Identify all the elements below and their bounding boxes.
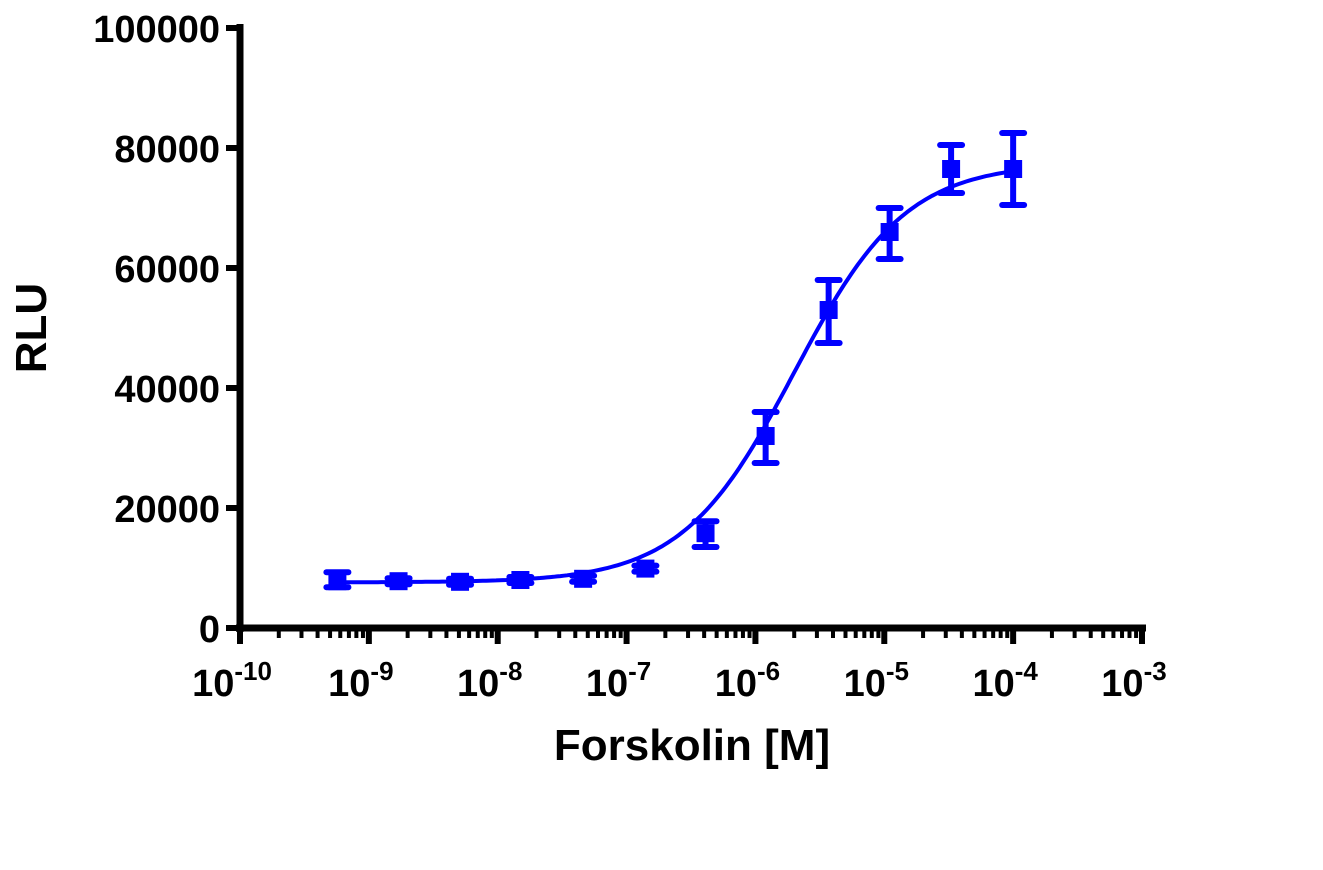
fit-curve [337, 169, 1014, 585]
axes: 0 20000 40000 60000 80000 100000 10-10 10-9 10-8… [93, 9, 1167, 705]
x-tick-label: 10-4 [972, 656, 1038, 705]
y-tick-label: 20000 [114, 489, 220, 531]
data-point [451, 572, 470, 591]
data-marks [323, 130, 1028, 591]
data-point [756, 427, 775, 445]
data-point [1004, 160, 1023, 178]
data-point [819, 301, 838, 319]
data-point [880, 223, 899, 241]
data-point [328, 572, 347, 591]
data-point [389, 572, 408, 591]
y-axis-label: RLU [7, 283, 56, 373]
data-point [511, 571, 530, 589]
y-tick-label: 0 [199, 609, 220, 651]
x-tick-label: 10-3 [1101, 656, 1166, 705]
x-tick-label: 10-10 [192, 656, 272, 705]
y-tick-label: 100000 [93, 9, 220, 51]
data-point [636, 559, 655, 578]
x-tick-label: 10-5 [844, 656, 909, 705]
y-tick-label: 60000 [114, 249, 220, 291]
x-tick-label: 10-8 [457, 656, 522, 705]
x-axis-label: Forskolin [M] [554, 721, 830, 770]
x-tick-label: 10-6 [715, 656, 780, 705]
x-tick-label: 10-9 [328, 656, 393, 705]
data-point [696, 524, 715, 543]
data-point [942, 160, 961, 178]
data-point [574, 569, 593, 588]
y-tick-label: 40000 [114, 369, 220, 411]
x-tick-label: 10-7 [586, 656, 651, 705]
y-tick-label: 80000 [114, 129, 220, 171]
